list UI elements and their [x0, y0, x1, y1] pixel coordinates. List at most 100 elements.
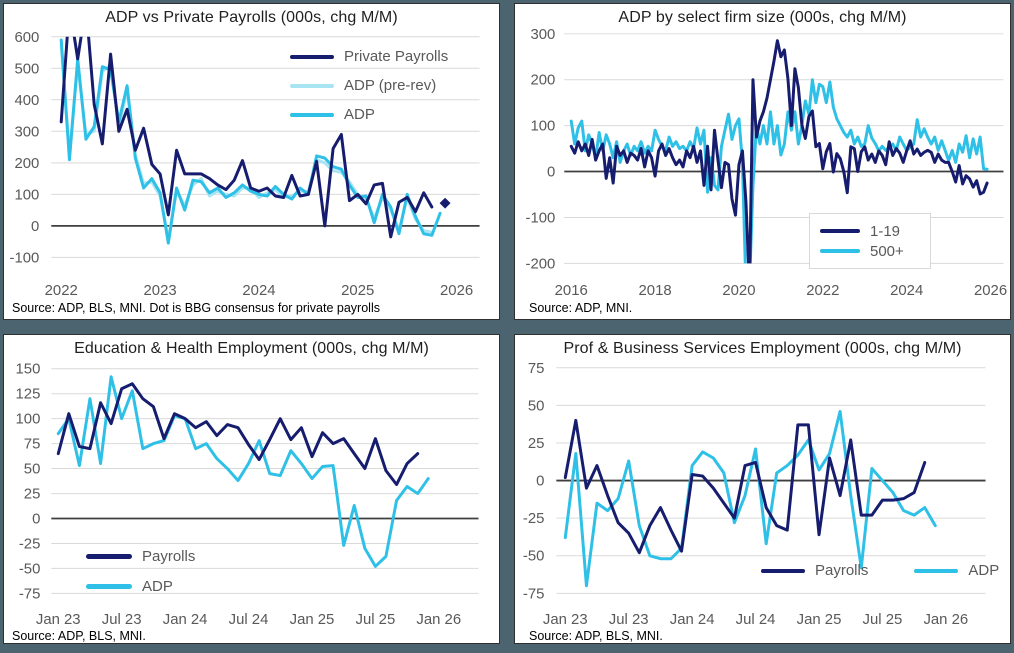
svg-text:400: 400 — [14, 93, 39, 109]
svg-text:-100: -100 — [10, 250, 40, 266]
svg-text:Jan 23: Jan 23 — [36, 612, 81, 628]
svg-text:Jul 23: Jul 23 — [609, 612, 649, 628]
legend-item-payrolls: Payrolls — [86, 541, 195, 571]
line-chart-education-health: 150 125 100 75 50 25 0 -25 -50 -75 Jan 23 Jul 23 Jan… — [16, 362, 479, 628]
chart-title: Prof & Business Services Employment (000… — [563, 340, 962, 357]
legend-item-1-19: 1-19 — [820, 221, 920, 241]
panel-prof-business-services-employment: Prof & Business Services Employment (000… — [514, 334, 1011, 644]
legend-item-adp: ADP — [914, 562, 999, 579]
legend: Payrolls ADP — [761, 562, 999, 579]
source-note: Source: ADP, BLS, MNI. — [12, 629, 146, 643]
svg-text:75: 75 — [528, 361, 545, 377]
legend-item-500plus: 500+ — [820, 241, 920, 261]
svg-text:200: 200 — [14, 156, 39, 172]
legend-item-adp-pre-rev: ADP (pre-rev) — [290, 71, 448, 100]
svg-text:100: 100 — [16, 412, 41, 428]
legend-item-adp: ADP — [290, 100, 448, 129]
svg-text:Jan 26: Jan 26 — [923, 612, 968, 628]
source-note: Source: ADP, MNI. — [529, 301, 633, 315]
svg-text:50: 50 — [528, 398, 545, 414]
legend-label: Private Payrolls — [344, 48, 449, 65]
svg-text:25: 25 — [528, 436, 545, 452]
svg-text:Jan 24: Jan 24 — [670, 612, 715, 628]
svg-text:-25: -25 — [523, 511, 545, 527]
svg-text:150: 150 — [16, 362, 41, 378]
legend-label: 500+ — [870, 242, 904, 260]
legend: Private Payrolls ADP (pre-rev) ADP — [290, 42, 448, 129]
legend-swatch-navy — [761, 568, 805, 573]
svg-text:2016: 2016 — [555, 283, 588, 299]
svg-text:Jan 25: Jan 25 — [290, 612, 335, 628]
legend-swatch-navy — [290, 54, 334, 59]
svg-text:Jan 24: Jan 24 — [163, 612, 208, 628]
svg-text:2022: 2022 — [806, 283, 839, 299]
line-chart-adp-by-firm-size: 300 200 100 0 -100 -200 2016 2018 2020 2022 2024 20… — [526, 27, 1008, 299]
legend-swatch-cyan — [820, 249, 860, 253]
svg-text:2026: 2026 — [974, 283, 1007, 299]
legend-label: Payrolls — [815, 562, 869, 579]
svg-text:50: 50 — [24, 462, 41, 478]
svg-text:Jan 26: Jan 26 — [416, 612, 461, 628]
chart-title: Education & Health Employment (000s, chg… — [74, 340, 429, 357]
svg-text:25: 25 — [24, 487, 41, 503]
line-chart-prof-business-services: 75 50 25 0 -25 -50 -75 Jan 23 Jul 23 Jan 24 Jul 24… — [523, 361, 986, 628]
svg-text:0: 0 — [536, 474, 544, 490]
svg-text:-50: -50 — [523, 549, 545, 565]
legend: Payrolls ADP — [86, 541, 195, 601]
svg-text:0: 0 — [547, 165, 555, 181]
svg-text:2024: 2024 — [890, 283, 923, 299]
legend-swatch-navy — [86, 553, 132, 559]
svg-text:Jul 23: Jul 23 — [102, 612, 142, 628]
svg-text:Jul 25: Jul 25 — [863, 612, 903, 628]
line-chart-adp-vs-private-payrolls: 600 500 400 300 200 100 0 -100 2022 2023 2024 2025 2… — [10, 30, 480, 299]
svg-text:2022: 2022 — [45, 283, 78, 299]
svg-text:200: 200 — [530, 73, 555, 89]
svg-text:Jul 24: Jul 24 — [736, 612, 776, 628]
legend-item-private-payrolls: Private Payrolls — [290, 42, 448, 71]
chart-title: ADP vs Private Payrolls (000s, chg M/M) — [105, 9, 398, 26]
svg-text:2018: 2018 — [639, 283, 672, 299]
legend-swatch-light-cyan — [290, 83, 334, 88]
legend-label: ADP — [968, 562, 1000, 579]
svg-text:500: 500 — [14, 61, 39, 77]
svg-text:100: 100 — [530, 119, 555, 135]
svg-text:Jan 23: Jan 23 — [543, 612, 588, 628]
svg-text:0: 0 — [32, 511, 40, 527]
legend-swatch-cyan — [914, 568, 959, 573]
svg-text:-100: -100 — [526, 210, 556, 226]
panel-adp-by-firm-size: ADP by select firm size (000s, chg M/M) … — [514, 3, 1011, 320]
svg-text:300: 300 — [14, 124, 39, 140]
panel-education-health-employment: Education & Health Employment (000s, chg… — [3, 334, 500, 644]
legend-swatch-cyan — [86, 583, 132, 589]
svg-text:2023: 2023 — [144, 283, 177, 299]
svg-text:600: 600 — [14, 30, 39, 46]
svg-text:125: 125 — [16, 387, 41, 403]
svg-text:-75: -75 — [523, 586, 545, 602]
svg-text:75: 75 — [24, 437, 41, 453]
svg-text:-75: -75 — [19, 586, 41, 602]
svg-text:-25: -25 — [19, 536, 41, 552]
legend-label: 1-19 — [870, 222, 901, 240]
legend: 1-19 500+ — [809, 213, 931, 269]
legend-label: ADP (pre-rev) — [344, 77, 437, 94]
svg-text:-200: -200 — [526, 256, 556, 272]
svg-text:2020: 2020 — [722, 283, 755, 299]
legend-item-adp: ADP — [86, 571, 195, 601]
svg-text:2025: 2025 — [341, 283, 374, 299]
svg-text:2026: 2026 — [440, 283, 473, 299]
legend-swatch-cyan — [290, 112, 334, 117]
source-note: Source: ADP, BLS, MNI. Dot is BBG consen… — [12, 301, 380, 315]
svg-text:Jul 25: Jul 25 — [356, 612, 396, 628]
svg-text:300: 300 — [530, 27, 555, 43]
svg-text:100: 100 — [14, 187, 39, 203]
svg-text:-50: -50 — [19, 561, 41, 577]
svg-text:0: 0 — [31, 219, 39, 235]
panel-adp-vs-private-payrolls: ADP vs Private Payrolls (000s, chg M/M) … — [3, 3, 500, 320]
source-note: Source: ADP, BLS, MNI. — [529, 629, 663, 643]
legend-label: ADP — [142, 577, 173, 595]
chart-title: ADP by select firm size (000s, chg M/M) — [618, 9, 907, 26]
svg-text:Jan 25: Jan 25 — [797, 612, 842, 628]
legend-item-payrolls: Payrolls — [761, 562, 868, 579]
svg-text:2024: 2024 — [242, 283, 275, 299]
